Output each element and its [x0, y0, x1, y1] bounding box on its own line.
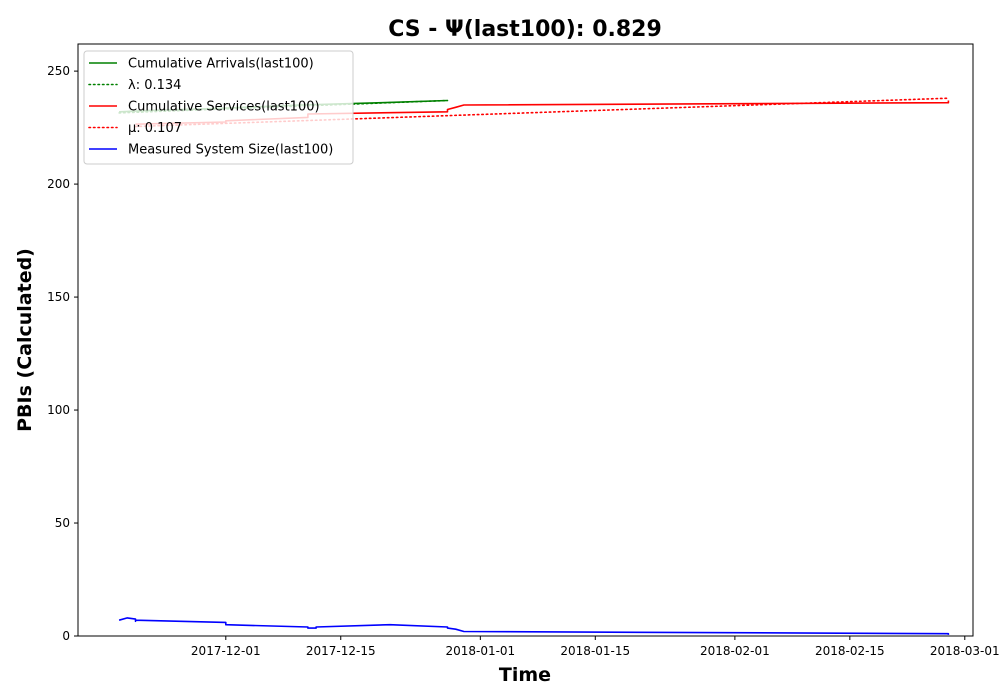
y-tick-label: 150 — [47, 290, 70, 304]
x-tick-label: 2018-02-15 — [815, 644, 885, 658]
legend-entry-label: Cumulative Services(last100) — [128, 100, 320, 115]
x-tick-label: 2018-01-15 — [560, 644, 630, 658]
x-tick-label: 2017-12-01 — [191, 644, 261, 658]
y-tick-label: 200 — [47, 177, 70, 191]
y-tick-label: 0 — [62, 629, 70, 643]
y-axis: 0 50 100 150 200 250 — [47, 64, 78, 643]
x-tick-label: 2018-01-01 — [445, 644, 515, 658]
x-axis: 2017-12-01 2017-12-15 2018-01-01 2018-01-15… — [191, 636, 1000, 658]
legend-entry-label: Measured System Size(last100) — [128, 143, 333, 158]
y-tick-label: 50 — [55, 516, 70, 530]
legend-entry-label: λ: 0.134 — [128, 78, 181, 93]
plot-frame — [77, 43, 974, 637]
legend: Cumulative Arrivals(last100) λ: 0.134 Cumu… — [83, 50, 354, 165]
legend-entry-label: Cumulative Arrivals(last100) — [128, 57, 314, 72]
y-tick-label: 250 — [47, 64, 70, 78]
chart-title: CS - Ψ(last100): 0.829 — [388, 17, 662, 42]
x-tick-label: 2017-12-15 — [306, 644, 376, 658]
y-tick-label: 100 — [47, 403, 70, 417]
x-tick-label: 2018-03-01 — [930, 644, 1000, 658]
legend-entry-label: μ: 0.107 — [128, 121, 182, 136]
legend-box — [83, 50, 354, 165]
y-axis-title: PBIs (Calculated) — [14, 248, 36, 432]
series-line-5 — [118, 617, 950, 635]
plot-area — [118, 97, 950, 635]
x-axis-title: Time — [499, 664, 551, 686]
x-tick-label: 2018-02-01 — [700, 644, 770, 658]
